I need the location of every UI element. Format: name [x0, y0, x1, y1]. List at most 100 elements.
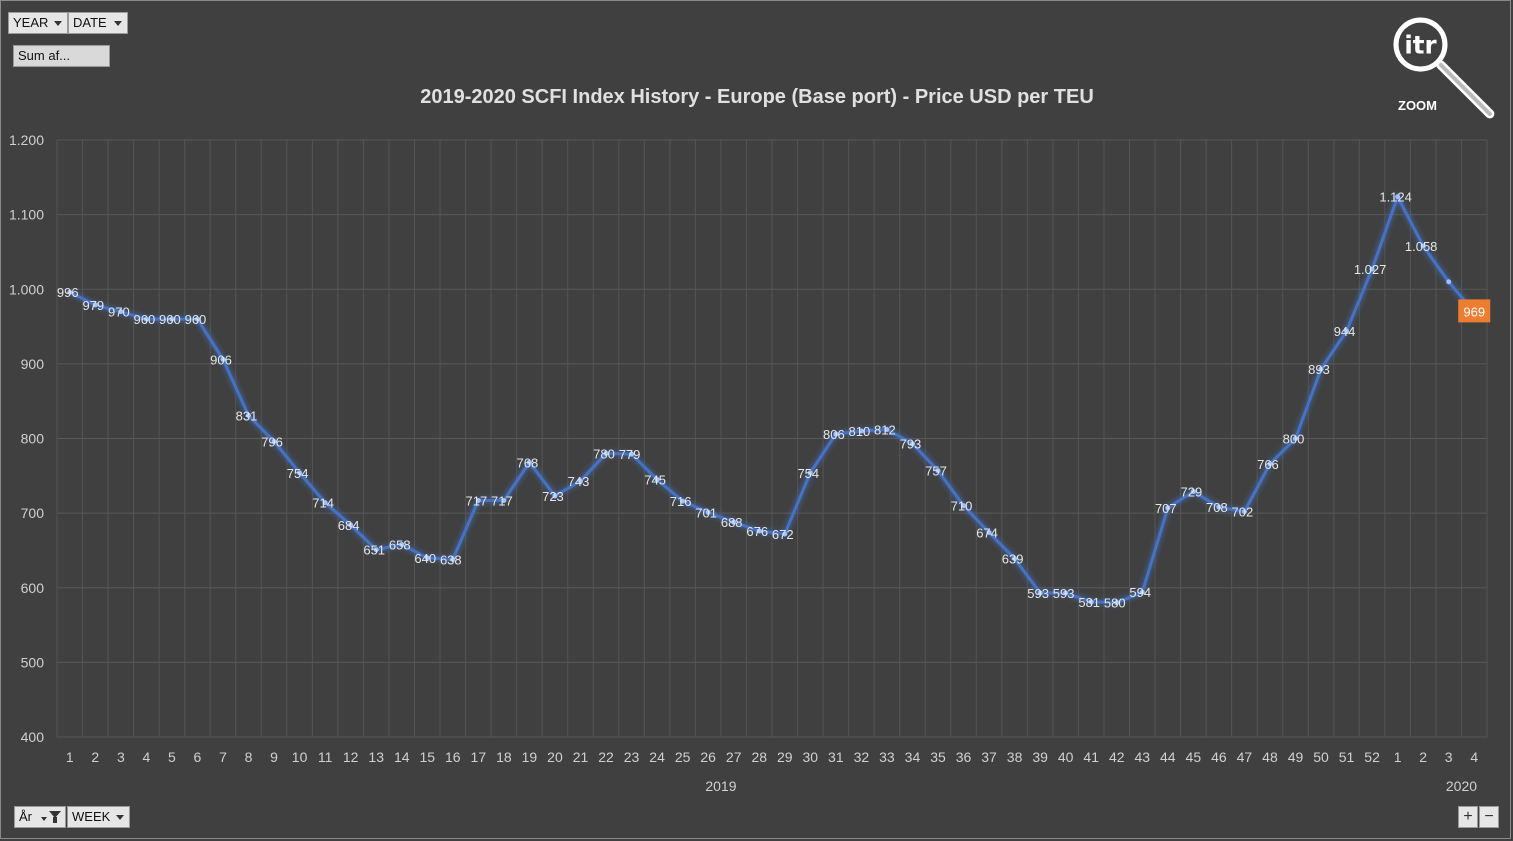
data-label: 960 [185, 312, 207, 327]
year-filter-button[interactable]: YEAR [8, 12, 68, 34]
data-label: 714 [312, 496, 334, 511]
x-tick-label: 47 [1237, 749, 1253, 765]
data-point [782, 531, 788, 537]
filter-icon [49, 811, 61, 823]
x-tick-label: 15 [419, 749, 435, 765]
data-label: 766 [1257, 457, 1279, 472]
x-tick-label: 1 [66, 749, 74, 765]
data-point [1216, 504, 1222, 510]
data-label: 831 [236, 408, 258, 423]
y-tick-label: 400 [21, 729, 45, 745]
data-point [1318, 366, 1324, 372]
data-point [194, 316, 200, 322]
data-label: 1.027 [1354, 262, 1387, 277]
x-tick-label: 7 [219, 749, 227, 765]
data-label: 745 [644, 473, 666, 488]
collapse-button[interactable]: − [1479, 806, 1499, 828]
data-point [220, 356, 226, 362]
expand-button[interactable]: + [1458, 806, 1478, 828]
data-label: 658 [389, 537, 411, 552]
data-point [1241, 509, 1247, 515]
data-label: 970 [108, 305, 130, 320]
x-tick-label: 28 [751, 749, 767, 765]
data-point [1012, 556, 1018, 562]
data-label: 688 [721, 515, 743, 530]
data-point [577, 478, 583, 484]
data-label: 639 [1002, 552, 1024, 567]
x-tick-label: 18 [496, 749, 512, 765]
x-tick-label: 22 [598, 749, 614, 765]
data-point [118, 309, 124, 315]
x-tick-label: 33 [879, 749, 895, 765]
x-tick-label: 2 [91, 749, 99, 765]
data-label: 638 [440, 552, 462, 567]
data-label: 960 [134, 312, 156, 327]
data-label: 800 [1283, 432, 1305, 447]
x-tick-label: 30 [803, 749, 819, 765]
data-point [475, 497, 481, 503]
x-tick-label: 8 [245, 749, 253, 765]
data-label: 707 [1155, 501, 1177, 516]
data-point [92, 302, 98, 308]
y-tick-label: 800 [21, 431, 45, 447]
data-label: 701 [695, 505, 717, 520]
y-tick-label: 500 [21, 654, 45, 670]
data-point [731, 519, 737, 525]
data-label: 1.124 [1379, 190, 1412, 205]
ar-filter-button[interactable]: År [14, 806, 66, 828]
x-tick-label: 41 [1083, 749, 1099, 765]
data-point [1344, 328, 1350, 334]
data-point [271, 438, 277, 444]
x-tick-label: 14 [394, 749, 410, 765]
data-point [552, 493, 558, 499]
x-tick-label: 42 [1109, 749, 1125, 765]
data-point [1267, 461, 1273, 467]
data-label: 754 [287, 466, 309, 481]
x-tick-label: 49 [1288, 749, 1304, 765]
itr-logo: itr [1393, 17, 1495, 119]
data-point [833, 431, 839, 437]
data-point [884, 427, 890, 433]
x-tick-label: 32 [854, 749, 870, 765]
data-point [1114, 600, 1120, 606]
date-filter-button[interactable]: DATE [68, 12, 128, 34]
data-point [1063, 590, 1069, 596]
data-point [1037, 590, 1043, 596]
data-point [1420, 243, 1426, 249]
data-label: 672 [772, 527, 794, 542]
x-tick-label: 24 [649, 749, 665, 765]
data-point [399, 541, 405, 547]
x-tick-label: 27 [726, 749, 742, 765]
x-tick-label: 44 [1160, 749, 1176, 765]
data-point [654, 477, 660, 483]
data-point [373, 547, 379, 553]
x-tick-label: 29 [777, 749, 793, 765]
data-label: 1.058 [1405, 239, 1438, 254]
y-tick-label: 1.100 [9, 207, 44, 223]
data-point [1190, 488, 1196, 494]
y-tick-label: 1.200 [9, 132, 44, 148]
data-label: 806 [823, 427, 845, 442]
data-label: 580 [1104, 596, 1126, 611]
x-tick-label: 48 [1262, 749, 1278, 765]
data-point [297, 470, 303, 476]
x-tick-label: 13 [368, 749, 384, 765]
x-tick-label: 11 [318, 749, 333, 765]
x-tick-label: 21 [573, 749, 589, 765]
data-point [67, 289, 73, 295]
x-tick-label: 4 [142, 749, 150, 765]
x-tick-label: 34 [905, 749, 921, 765]
data-point [1369, 266, 1375, 272]
week-filter-button[interactable]: WEEK [67, 806, 130, 828]
chart-title: 2019-2020 SCFI Index History - Europe (B… [420, 86, 1094, 108]
data-label: 743 [568, 474, 590, 489]
data-point [680, 498, 686, 504]
data-label: 674 [976, 526, 998, 541]
ar-filter-label: År [19, 809, 32, 824]
data-point [961, 503, 967, 509]
chevron-down-icon [114, 21, 122, 26]
data-point [909, 441, 915, 447]
x-tick-label: 39 [1032, 749, 1048, 765]
sum-field-button[interactable]: Sum af... [13, 45, 110, 67]
